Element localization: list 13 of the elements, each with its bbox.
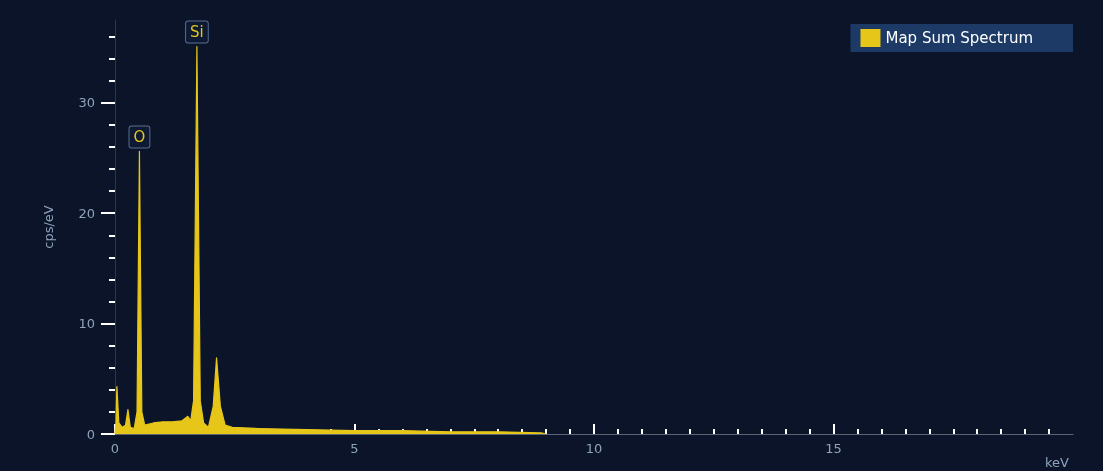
legend-label: Map Sum Spectrum: [885, 29, 1034, 47]
x-tick-label: 5: [350, 441, 359, 456]
x-tick-label: 0: [110, 441, 120, 456]
annotation: Si: [190, 23, 204, 41]
y-axis-title: cps/eV: [41, 205, 56, 249]
y-tick-label: 0: [86, 426, 95, 442]
y-tick-label: 20: [78, 205, 95, 221]
x-tick-label: 15: [825, 441, 842, 456]
y-tick-label: 10: [78, 316, 95, 332]
x-tick-label: 10: [585, 441, 603, 456]
x-axis-title: keV: [1045, 455, 1070, 470]
y-tick-label: 30: [78, 95, 95, 111]
annotation: O: [133, 127, 146, 146]
